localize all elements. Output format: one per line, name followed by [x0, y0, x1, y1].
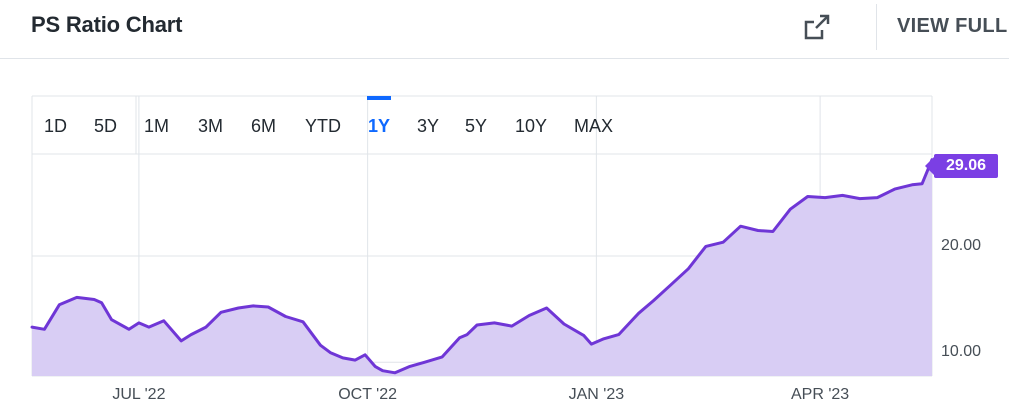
y-tick-label: 20.00 — [941, 236, 982, 254]
series-line — [30, 158, 934, 375]
header-divider — [876, 4, 877, 50]
range-tab-1y[interactable]: 1Y — [368, 116, 391, 136]
expand-icon[interactable] — [800, 10, 834, 44]
range-tab-1d[interactable]: 1D — [44, 116, 68, 136]
range-tab-6m[interactable]: 6M — [251, 116, 277, 136]
x-tick-label: JUL '22 — [112, 386, 166, 403]
x-tick-label: OCT '22 — [338, 386, 398, 403]
range-tab-1m[interactable]: 1M — [144, 116, 170, 136]
x-tick-label: APR '23 — [791, 386, 850, 403]
y-tick-label: 10.00 — [941, 343, 982, 361]
range-tab-max[interactable]: MAX — [574, 116, 614, 136]
range-tab-10y[interactable]: 10Y — [515, 116, 548, 136]
range-tab-5y[interactable]: 5Y — [465, 116, 488, 136]
range-tab-3y[interactable]: 3Y — [417, 116, 440, 136]
chart-header: PS Ratio Chart VIEW FULL — [0, 0, 1009, 59]
view-full-button[interactable]: VIEW FULL — [897, 15, 1008, 37]
series-area-fill — [32, 159, 932, 376]
range-tab-ytd[interactable]: YTD — [305, 116, 341, 136]
last-value-badge: 29.06 — [925, 154, 998, 178]
page-title: PS Ratio Chart — [31, 12, 183, 37]
range-tab-3m[interactable]: 3M — [198, 116, 224, 136]
range-tab-5d[interactable]: 5D — [94, 116, 118, 136]
x-tick-label: JAN '23 — [568, 386, 625, 403]
active-tab-indicator — [367, 96, 391, 100]
